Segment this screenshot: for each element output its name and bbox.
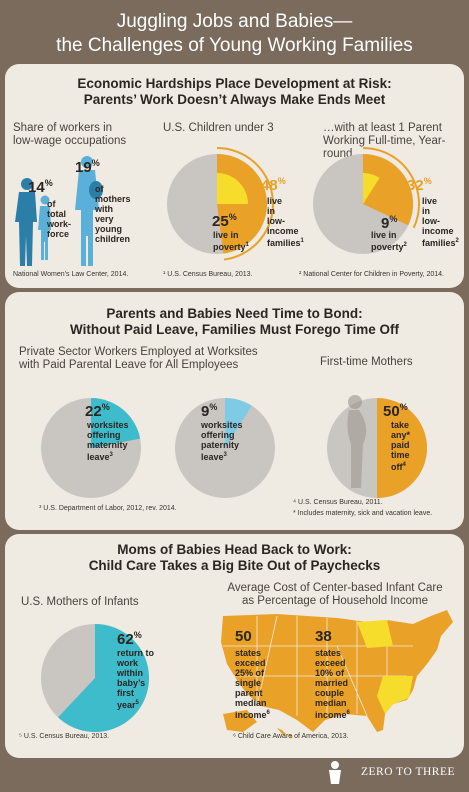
children-poverty-pie (167, 147, 274, 261)
paternity-leave-pie (175, 398, 275, 498)
worksites-label: Private Sector Workers Employed at Works… (19, 346, 258, 371)
dol-source: ³ U.S. Department of Labor, 2012, rev. 2… (39, 505, 177, 512)
worker-silhouettes-icon (15, 156, 103, 266)
return-to-work-pie (41, 624, 150, 732)
mothers-infants-label: U.S. Mothers of Infants (21, 596, 139, 608)
leave-footnote: * Includes maternity, sick and vacation … (293, 510, 433, 517)
section1-title: Economic Hardships Place Development at … (5, 76, 464, 108)
lowwage-stat1-value: 14% (28, 178, 53, 196)
paternity-leave-value: 9% (201, 402, 218, 420)
lowwage-stat2-text: of mothers with very young children (95, 184, 131, 244)
section-economic-hardships: Economic Hardships Place Development at … (5, 64, 464, 288)
working-parent-pie-inner-slice (363, 173, 380, 204)
section2-title: Parents and Babies Need Time to Bond: Wit… (70, 306, 399, 337)
section1-title-line2: Parents’ Work Doesn’t Always Make Ends M… (83, 92, 386, 107)
us-states-map (221, 610, 453, 739)
children-poverty-value: 25% (212, 212, 237, 230)
pto-pie-slice (377, 398, 427, 498)
working-parent-poverty-value: 9% (381, 214, 398, 232)
working-parent-label: …with at least 1 Parent Working Full-time… (323, 122, 446, 160)
single-parent-states-value: 50 (235, 628, 252, 645)
census-2013-source: ⁵ U.S. Census Bureau, 2013. (19, 733, 110, 740)
lowwage-stat1-text: of total work-force (47, 199, 72, 239)
child-care-aware-source: ⁶ Child Care Aware of America, 2013. (233, 733, 349, 740)
paid-time-off-value: 50% (383, 402, 408, 420)
working-parent-source: ² National Center for Children in Povert… (299, 271, 444, 278)
title-line-2: the Challenges of Young Working Families (56, 35, 413, 56)
lowwage-source: National Women’s Law Center, 2014. (13, 271, 129, 278)
paternity-leave-text: worksites offering paternity leave3 (201, 420, 243, 462)
working-parent-poverty-pie (313, 147, 420, 254)
maternity-leave-value: 22% (85, 402, 110, 420)
infant-care-cost-label: Average Cost of Center-based Infant Care… (227, 582, 443, 607)
children-poverty-text: live in poverty1 (213, 230, 249, 252)
lowwage-stat2-value: 19% (75, 158, 100, 176)
alaska-shape (223, 710, 257, 732)
hawaii-shape (277, 728, 293, 739)
children-lowincome-text: live in low-income families1 (267, 196, 304, 248)
section-paid-leave: Parents and Babies Need Time to Bond: Wit… (5, 292, 464, 530)
working-parent-pie-outer-slice (363, 154, 413, 226)
census-source: ⁴ U.S. Census Bureau, 2011. (293, 499, 383, 506)
work-pie-slice (58, 624, 150, 732)
married-couple-states-value: 38 (315, 628, 332, 645)
paid-time-off-text: take any* paid time off4 (391, 420, 411, 472)
maternity-leave-text: worksites offering maternity leave3 (87, 420, 129, 462)
zero-to-three-logo-icon (329, 761, 341, 784)
return-to-work-text: return to work within baby’s first year5 (117, 648, 154, 710)
working-parent-pie-outer-ring (362, 147, 420, 229)
paid-time-off-pie (327, 398, 427, 498)
married-couple-states-text: states exceed 10% of married couple median inc… (315, 648, 350, 720)
children-label: U.S. Children under 3 (163, 122, 274, 134)
children-lowincome-value: 48% (261, 176, 286, 194)
title-line-1: Juggling Jobs and Babies— (116, 11, 353, 32)
children-source: ¹ U.S. Census Bureau, 2013. (163, 271, 253, 278)
children-pie-outer-ring (216, 147, 274, 261)
pregnant-woman-icon (347, 395, 367, 488)
us-states-under-threshold (357, 620, 413, 714)
single-parent-states-text: states exceed 25% of single parent median inco… (235, 648, 270, 720)
page-title: Juggling Jobs and Babies— the Challenges… (0, 10, 469, 58)
working-parent-lowincome-value: 32% (407, 176, 432, 194)
zero-to-three-brand: ZERO TO THREE (360, 766, 455, 778)
working-parent-lowincome-text: live in low-income families2 (422, 196, 459, 248)
lowwage-label: Share of workers in low-wage occupations (13, 122, 126, 148)
first-time-mothers-label: First-time Mothers (320, 356, 413, 368)
section3-title: Moms of Babies Head Back to Work: Child C… (88, 542, 381, 573)
us-state-borders (223, 615, 413, 718)
maternity-pie-slice (91, 398, 141, 448)
return-to-work-value: 62% (117, 630, 142, 648)
section-child-care: Moms of Babies Head Back to Work: Child C… (5, 534, 464, 758)
lowwage-label-line1: Share of workers in (13, 122, 113, 134)
paternity-pie-slice (225, 398, 252, 448)
maternity-leave-pie (41, 398, 141, 498)
lowwage-label-line2: low-wage occupations (13, 135, 127, 147)
children-pie-inner-slice (217, 173, 248, 204)
working-parent-poverty-text: live in poverty2 (371, 230, 407, 252)
section1-title-line1: Economic Hardships Place Development at … (77, 76, 392, 91)
